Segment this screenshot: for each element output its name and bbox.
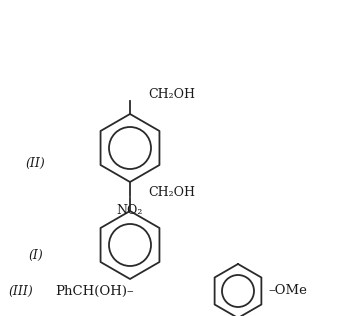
Text: (II): (II) — [25, 156, 45, 169]
Text: NO₂: NO₂ — [117, 204, 143, 216]
Text: (I): (I) — [28, 248, 43, 262]
Text: PhCH(OH)–: PhCH(OH)– — [55, 284, 133, 297]
Text: –OMe: –OMe — [268, 284, 307, 297]
Text: (III): (III) — [8, 284, 33, 297]
Text: CH₂OH: CH₂OH — [148, 88, 195, 101]
Text: CH₂OH: CH₂OH — [148, 185, 195, 198]
